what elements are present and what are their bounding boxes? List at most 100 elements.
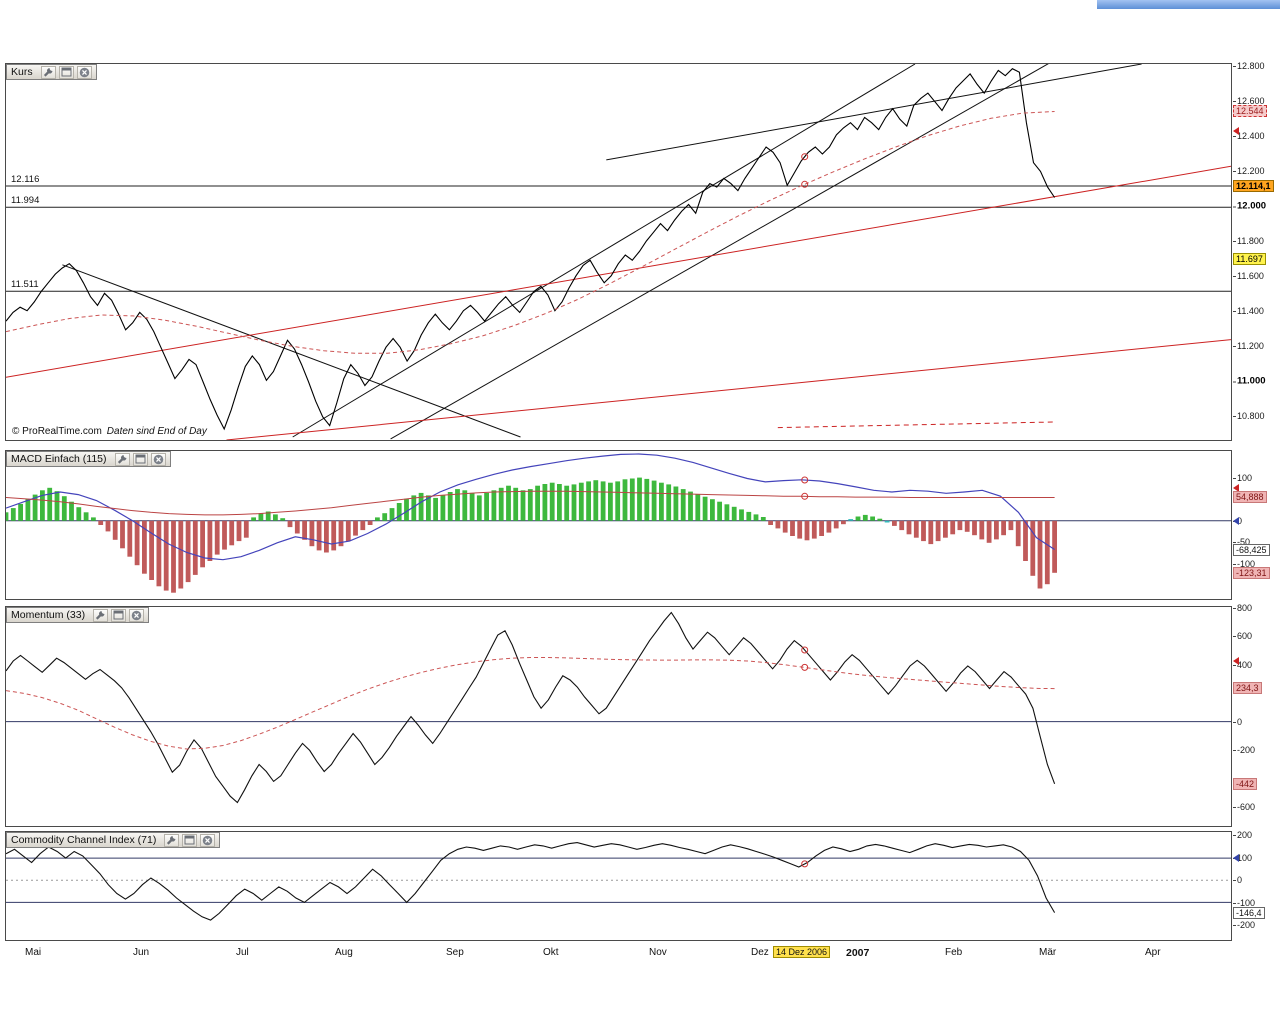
axis-tick: 12.400 [1233,131,1265,141]
axis-tick: -200 [1232,920,1256,931]
copyright: © ProRealTime.com Daten sind End of Day [12,426,207,437]
trendline[interactable] [6,165,1231,378]
selected-date-label[interactable]: 14 Dez 2006 [773,946,831,958]
panel-title: MACD Einfach (115) [11,453,107,465]
price-axis[interactable]: 12.800 12.600 12.400 12.200 12.000 11.800 11.6… [1232,61,1280,441]
axis-tick: -100 [1232,897,1256,908]
window-titlebar-fragment [1097,0,1280,9]
window-icon[interactable] [132,452,148,466]
value-arrow-icon [1233,853,1239,862]
axis-tick: 0 [1232,875,1243,886]
panel-title: Commodity Channel Index (71) [11,834,157,846]
close-icon[interactable] [76,65,92,79]
axis-tick: 11.200 [1233,341,1264,351]
cursor-marker [801,492,809,500]
axis-tick: -600 [1232,801,1256,812]
wrench-icon[interactable] [164,833,180,847]
value-box: -146,4 [1233,907,1265,919]
axis-tick: 800 [1232,603,1253,613]
value-box: 234,3 [1233,682,1262,695]
value-arrow-icon [1233,516,1239,525]
axis-tick: 12.200 [1233,166,1265,176]
x-axis-label: Mär [1039,947,1057,958]
value-box: 12.114,1 [1233,180,1274,192]
axis-tick: 12.000 [1232,200,1267,212]
wrench-icon[interactable] [93,608,109,622]
axis-tick: 11.400 [1233,306,1264,316]
macd-line [6,453,1055,561]
sma-line [6,111,1055,354]
cci-chart[interactable] [6,832,1231,940]
trendline[interactable] [62,264,521,438]
macd-panel-titlebar[interactable]: MACD Einfach (115) [6,451,171,467]
axis-tick: 11.800 [1233,236,1264,246]
value-box: 54,888 [1233,491,1267,504]
macd-chart[interactable] [6,451,1231,599]
momentum-ma-line [6,657,1055,750]
axis-tick: 200 [1232,830,1253,841]
price-panel-titlebar[interactable]: Kurs [6,64,97,80]
close-icon[interactable] [150,452,166,466]
wrench-icon[interactable] [114,452,130,466]
trendline[interactable] [226,339,1232,440]
cursor-marker [801,476,809,484]
x-axis-label: Nov [649,947,667,958]
wrench-icon[interactable] [40,65,56,79]
trendline[interactable] [292,64,916,438]
x-axis-label: Sep [446,947,464,958]
data-note: Daten sind End of Day [106,426,207,437]
price-chart[interactable] [6,64,1231,440]
axis-tick: 11.000 [1233,375,1266,387]
trendline[interactable] [777,421,1054,429]
window-icon[interactable] [58,65,74,79]
axis-tick: 11.600 [1233,271,1264,281]
window-icon[interactable] [111,608,127,622]
axis-tick: 0 [1232,716,1243,727]
x-axis-label: Apr [1145,947,1161,958]
x-axis-label: Mai [25,947,42,958]
x-axis-label: Jul [236,947,249,958]
axis-tick: 12.800 [1233,61,1265,71]
momentum-axis[interactable]: 800 600 400 0 -200 -600 234,3 -442 [1232,603,1280,827]
close-icon[interactable] [129,608,145,622]
value-box: 11.697 [1233,253,1266,265]
trendline[interactable] [606,64,1142,161]
cursor-marker [801,646,809,654]
value-box: -68,425 [1233,543,1270,556]
copyright-text: © ProRealTime.com [12,426,102,437]
axis-tick: 100 [1232,472,1253,483]
momentum-chart[interactable] [6,607,1231,826]
axis-tick: -100 [1232,558,1256,569]
value-box: -442 [1233,778,1258,791]
cci-line [6,842,1056,921]
momentum-panel-titlebar[interactable]: Momentum (33) [6,607,150,623]
axis-tick: 600 [1232,631,1253,642]
value-arrow-icon [1233,483,1239,492]
axis-tick: 12.600 [1233,96,1265,106]
window-icon[interactable] [182,833,198,847]
value-box: 12.544 [1233,104,1267,117]
value-arrow-icon [1233,126,1239,135]
x-axis-label: Jun [133,947,150,958]
panel-title: Kurs [11,66,33,78]
close-icon[interactable] [200,833,216,847]
cursor-marker [801,663,809,671]
x-axis-label: Dez [751,947,769,958]
macd-axis[interactable]: 100 0 -50 -100 54,888 -68,425 -123,31 [1232,450,1280,600]
trendline[interactable] [390,64,1050,440]
momentum-panel: Momentum (33) [5,606,1232,827]
price-panel: 12.116 11.994 11.511 Kurs © ProRealTime.co… [5,63,1232,441]
momentum-line [6,611,1056,804]
cursor-marker [801,153,809,161]
x-axis-label: Aug [335,947,353,958]
axis-tick: -50 [1232,537,1251,548]
axis-tick: 10.800 [1233,411,1265,421]
panel-title: Momentum (33) [11,609,86,621]
axis-tick: 400 [1232,659,1253,670]
price-line [6,68,1056,431]
cci-axis[interactable]: 200 100 0 -100 -200 -146,4 [1232,830,1280,941]
x-axis[interactable]: Mai Jun Jul Aug Sep Okt Nov Dez 2007 Feb Mär Apr 14 … [5,944,1265,962]
x-axis-label: 2007 [846,947,870,959]
cci-panel-titlebar[interactable]: Commodity Channel Index (71) [6,832,221,848]
